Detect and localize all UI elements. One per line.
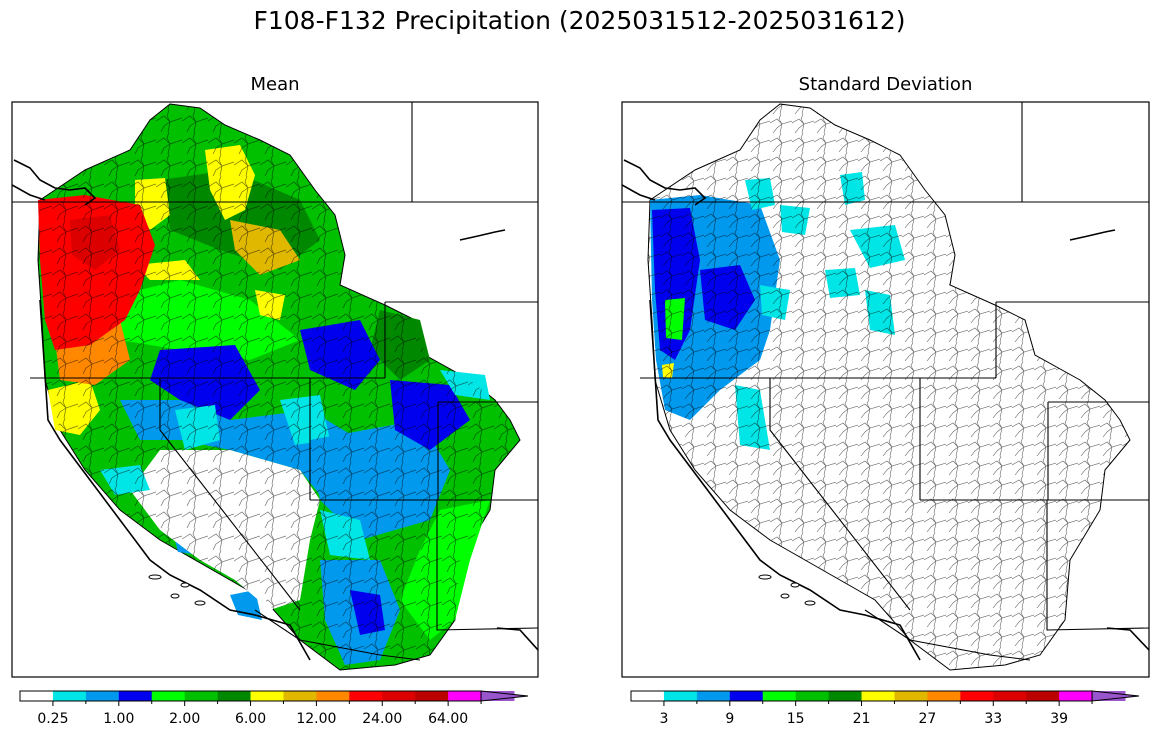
mean-colorbar-extend-arrow [480,690,529,702]
sd-colorbar-segment [993,691,1027,701]
mean-panel-title: Mean [250,74,300,95]
mean-colorbar-segment [415,691,449,701]
mean-colorbar-tick-label: 64.00 [428,711,469,727]
mean-colorbar-segment [85,691,120,701]
sd-colorbar-segment [927,691,961,701]
mean-colorbar-tick-label: 12.00 [296,711,337,727]
mean-colorbar-segment [184,691,219,701]
mean-colorbar-tick-label: 6.00 [234,711,267,727]
sd-state-borders [622,102,1149,661]
mean-colorbar-tick-label: 1.00 [103,711,135,727]
sd-colorbar-segment [894,691,928,701]
mean-colorbar-segment [217,691,252,701]
mean-colorbar-tick-label: 24.00 [362,711,403,727]
sd-colorbar-tick-label: 39 [1050,711,1069,727]
sd-basin-boundaries [648,104,1130,670]
mean-colorbar-segment [250,691,284,701]
sd-colorbar-tick-label: 15 [786,711,805,727]
mean-colorbar-tick-label: 0.25 [37,711,69,727]
sd-colorbar-segment [1059,691,1093,701]
sd-coastline [622,159,1149,661]
figure-title: F108-F132 Precipitation (2025031512-2025… [253,6,906,35]
mean-map-frame [11,101,539,678]
sd-colorbar-extend-arrow [1091,690,1140,702]
sd-colorbar-segment [861,691,895,701]
sd-map [621,101,1150,678]
mean-coastline [12,159,538,661]
mean-state-borders [12,102,538,661]
sd-colorbar-segment [631,691,665,701]
mean-colorbar-tick-label: 2.00 [169,711,201,727]
mean-colorbar-segment [382,691,416,701]
sd-panel-title: Standard Deviation [798,74,973,95]
mean-colorbar-segment [20,691,54,701]
mean-colorbar-segment [283,691,317,701]
mean-map [11,101,539,678]
mean-colorbar-segment [151,691,186,701]
sd-colorbar-segment [1026,691,1060,701]
mean-islands [148,574,206,606]
sd-colorbar-segment [960,691,994,701]
sd-colorbar-tick-label: 21 [852,711,871,727]
sd-colorbar-tick-label: 9 [725,711,735,727]
mean-region-lightblue-5 [230,590,262,620]
sd-colorbar-segment [663,691,698,701]
mean-colorbar-segment [316,691,350,701]
sd-map-frame [621,101,1150,678]
sd-colorbar-segment [795,691,830,701]
sd-islands [758,574,816,606]
sd-colorbar-segment [729,691,764,701]
mean-colorbar-segment [448,691,482,701]
sd-colorbar-segment [696,691,731,701]
sd-colorbar-segment [828,691,863,701]
mean-colorbar-segment [52,691,87,701]
mean-colorbar-segment [118,691,153,701]
mean-colorbar [19,690,529,706]
mean-basin-boundaries [38,104,520,670]
sd-colorbar-tick-label: 27 [918,711,937,727]
sd-colorbar-tick-label: 33 [984,711,1003,727]
mean-colorbar-segment [349,691,383,701]
sd-colorbar-tick-label: 3 [659,711,669,727]
sd-colorbar-segment [762,691,797,701]
sd-colorbar [630,690,1140,706]
